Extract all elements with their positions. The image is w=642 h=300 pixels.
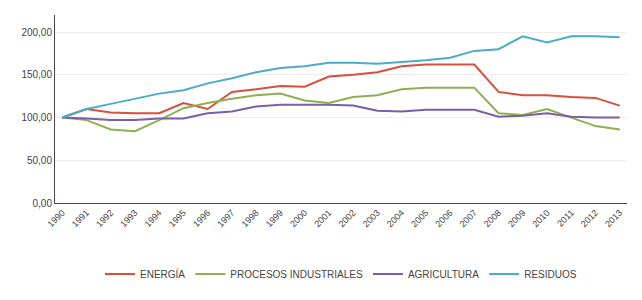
svg-text:150,00: 150,00: [21, 69, 52, 80]
svg-text:2006: 2006: [433, 208, 454, 229]
svg-text:1996: 1996: [191, 208, 212, 229]
svg-text:RESIDUOS: RESIDUOS: [524, 269, 577, 280]
svg-text:2013: 2013: [603, 208, 624, 229]
svg-text:AGRICULTURA: AGRICULTURA: [408, 269, 479, 280]
svg-text:200,00: 200,00: [21, 27, 52, 38]
svg-text:2005: 2005: [409, 208, 430, 229]
svg-text:2007: 2007: [458, 208, 479, 229]
svg-text:1993: 1993: [118, 208, 139, 229]
svg-text:1995: 1995: [167, 208, 188, 229]
svg-text:1999: 1999: [264, 208, 285, 229]
svg-text:2009: 2009: [506, 208, 527, 229]
svg-text:2010: 2010: [530, 208, 551, 229]
svg-text:1998: 1998: [240, 208, 261, 229]
svg-text:2001: 2001: [312, 208, 333, 229]
svg-text:1990: 1990: [46, 208, 67, 229]
svg-text:2002: 2002: [336, 208, 357, 229]
svg-text:2004: 2004: [385, 208, 406, 229]
svg-text:ENERGÍA: ENERGÍA: [140, 268, 185, 280]
svg-text:1991: 1991: [70, 208, 91, 229]
svg-text:1997: 1997: [215, 208, 236, 229]
svg-text:2011: 2011: [555, 208, 576, 229]
svg-text:1994: 1994: [143, 208, 164, 229]
svg-text:0,00: 0,00: [33, 198, 53, 209]
svg-text:2008: 2008: [482, 208, 503, 229]
svg-text:2003: 2003: [361, 208, 382, 229]
svg-text:1992: 1992: [94, 208, 115, 229]
svg-text:PROCESOS INDUSTRIALES: PROCESOS INDUSTRIALES: [230, 269, 363, 280]
svg-text:50,00: 50,00: [27, 155, 52, 166]
svg-text:2012: 2012: [579, 208, 600, 229]
svg-text:2000: 2000: [288, 208, 309, 229]
svg-text:100,00: 100,00: [21, 112, 52, 123]
